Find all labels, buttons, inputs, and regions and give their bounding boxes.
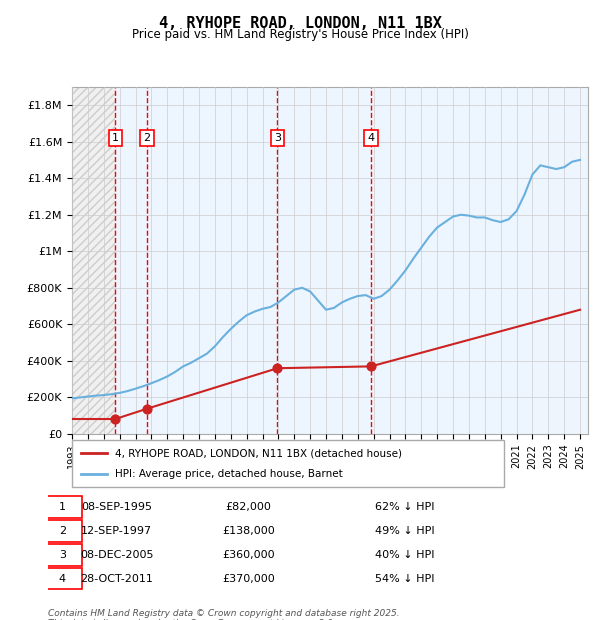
Text: 40% ↓ HPI: 40% ↓ HPI <box>376 550 435 560</box>
Text: 1: 1 <box>59 502 66 512</box>
Bar <box>277 87 371 434</box>
Text: 62% ↓ HPI: 62% ↓ HPI <box>376 502 435 512</box>
Text: 12-SEP-1997: 12-SEP-1997 <box>81 526 152 536</box>
FancyBboxPatch shape <box>43 520 82 542</box>
Text: 4: 4 <box>59 574 66 583</box>
Text: 49% ↓ HPI: 49% ↓ HPI <box>376 526 435 536</box>
Text: 08-DEC-2005: 08-DEC-2005 <box>80 550 154 560</box>
Text: £82,000: £82,000 <box>226 502 272 512</box>
Bar <box>147 87 277 434</box>
Text: £360,000: £360,000 <box>223 550 275 560</box>
FancyBboxPatch shape <box>72 440 504 487</box>
Text: 3: 3 <box>274 133 281 143</box>
Point <box>142 404 152 414</box>
Bar <box>72 87 115 434</box>
Text: 2: 2 <box>59 526 66 536</box>
Text: £370,000: £370,000 <box>222 574 275 583</box>
FancyBboxPatch shape <box>43 496 82 518</box>
Bar <box>115 87 147 434</box>
Bar <box>371 87 588 434</box>
Text: 3: 3 <box>59 550 66 560</box>
Text: HPI: Average price, detached house, Barnet: HPI: Average price, detached house, Barn… <box>115 469 343 479</box>
Point <box>272 363 282 373</box>
Text: 2: 2 <box>143 133 151 143</box>
Text: 1: 1 <box>112 133 119 143</box>
Text: 08-SEP-1995: 08-SEP-1995 <box>81 502 152 512</box>
FancyBboxPatch shape <box>43 544 82 565</box>
Text: Price paid vs. HM Land Registry's House Price Index (HPI): Price paid vs. HM Land Registry's House … <box>131 28 469 41</box>
Point <box>110 414 120 424</box>
FancyBboxPatch shape <box>43 568 82 590</box>
Text: £138,000: £138,000 <box>222 526 275 536</box>
Text: Contains HM Land Registry data © Crown copyright and database right 2025.
This d: Contains HM Land Registry data © Crown c… <box>48 609 400 620</box>
Text: 54% ↓ HPI: 54% ↓ HPI <box>376 574 435 583</box>
Text: 28-OCT-2011: 28-OCT-2011 <box>80 574 153 583</box>
Text: 4, RYHOPE ROAD, LONDON, N11 1BX (detached house): 4, RYHOPE ROAD, LONDON, N11 1BX (detache… <box>115 448 402 458</box>
Text: 4: 4 <box>367 133 374 143</box>
Text: 4, RYHOPE ROAD, LONDON, N11 1BX: 4, RYHOPE ROAD, LONDON, N11 1BX <box>158 16 442 30</box>
Point <box>366 361 376 371</box>
